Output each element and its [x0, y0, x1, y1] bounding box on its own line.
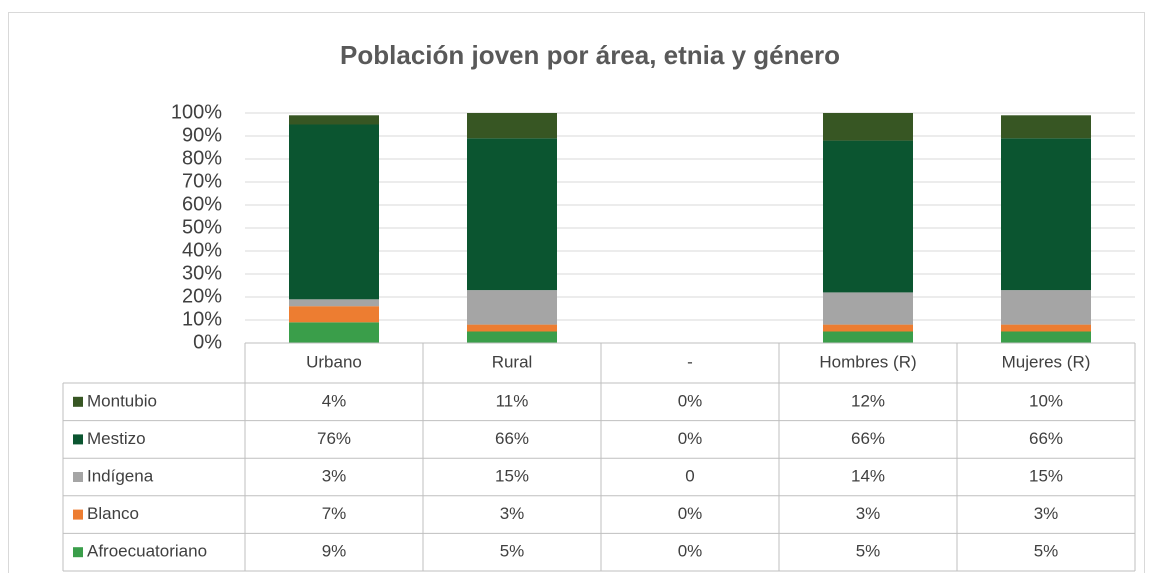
y-tick-label: 50%: [182, 216, 222, 238]
chart-border: [8, 12, 1145, 573]
y-tick-label: 0%: [193, 331, 222, 353]
table-value: 11%: [496, 391, 529, 410]
table-value: 0%: [678, 542, 703, 561]
table-value: 0%: [678, 429, 703, 448]
legend-swatch: [73, 547, 83, 558]
legend-swatch: [73, 396, 83, 407]
bar: [823, 140, 913, 293]
table-value: 0%: [678, 391, 703, 410]
table-value: 10%: [1029, 391, 1063, 410]
bar: [1001, 324, 1091, 332]
table-value: 5%: [1034, 542, 1059, 561]
bar: [467, 331, 557, 343]
legend-label: Blanco: [87, 504, 139, 523]
bar: [1001, 290, 1091, 325]
bar: [289, 299, 379, 307]
table-value: 66%: [1029, 429, 1063, 448]
table-value: 3%: [322, 466, 347, 485]
table-value: 4%: [322, 391, 347, 410]
table-value: 14%: [851, 466, 885, 485]
table-value: 7%: [322, 504, 347, 523]
y-tick-label: 90%: [182, 124, 222, 146]
table-value: 3%: [1034, 504, 1059, 523]
table-value: 9%: [322, 542, 347, 561]
x-tick-label: Hombres (R): [819, 352, 916, 371]
table-value: 0%: [678, 504, 703, 523]
x-tick-label: Urbano: [306, 352, 362, 371]
y-tick-label: 70%: [182, 170, 222, 192]
bar: [289, 306, 379, 323]
bar: [289, 115, 379, 125]
bar: [289, 124, 379, 300]
bar: [1001, 331, 1091, 343]
y-tick-label: 10%: [182, 308, 222, 330]
bar: [823, 324, 913, 332]
table-value: 3%: [500, 504, 525, 523]
legend-swatch: [73, 472, 83, 482]
legend-label: Montubio: [87, 391, 157, 410]
table-value: 5%: [500, 542, 525, 561]
y-tick-label: 40%: [182, 239, 222, 261]
x-tick-label: Rural: [492, 352, 533, 371]
bar: [823, 292, 913, 325]
table-value: 3%: [856, 504, 881, 523]
table-value: 15%: [1029, 466, 1063, 485]
bar: [467, 138, 557, 291]
table-value: 12%: [851, 391, 885, 410]
legend-swatch: [73, 434, 83, 445]
table-value: 15%: [495, 466, 529, 485]
table-value: 5%: [856, 542, 881, 561]
legend-label: Indígena: [87, 466, 154, 485]
y-tick-label: 20%: [182, 285, 222, 307]
x-tick-label: -: [687, 352, 693, 371]
bar: [823, 113, 913, 141]
chart-title: Población joven por área, etnia y género: [340, 40, 840, 70]
y-tick-label: 30%: [182, 262, 222, 284]
table-value: 66%: [495, 429, 529, 448]
bar: [467, 113, 557, 139]
legend-swatch: [73, 509, 83, 520]
y-tick-label: 100%: [171, 101, 222, 123]
y-tick-label: 80%: [182, 147, 222, 169]
bar: [467, 324, 557, 332]
table-value: 0: [685, 466, 694, 485]
x-tick-label: Mujeres (R): [1002, 352, 1091, 371]
y-tick-label: 60%: [182, 193, 222, 215]
bar: [289, 322, 379, 343]
bar: [1001, 115, 1091, 139]
legend-label: Afroecuatoriano: [87, 542, 207, 561]
bar: [1001, 138, 1091, 291]
bar: [823, 331, 913, 343]
table-value: 66%: [851, 429, 885, 448]
legend-label: Mestizo: [87, 429, 146, 448]
bar: [467, 290, 557, 325]
table-value: 76%: [317, 429, 351, 448]
